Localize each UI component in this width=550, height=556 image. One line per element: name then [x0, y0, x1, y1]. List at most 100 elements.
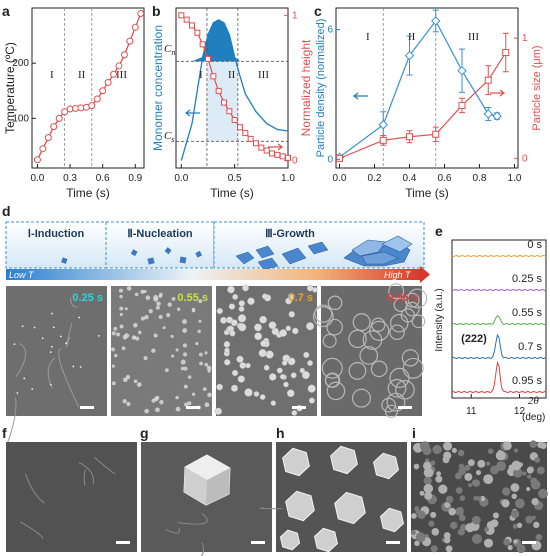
sem-image-055: [111, 286, 212, 416]
scale-bar: [386, 541, 400, 544]
sem-grain: [465, 523, 475, 533]
sem-grain: [526, 486, 531, 492]
temperature-point: [131, 23, 139, 31]
temperature-point: [110, 70, 118, 78]
stage-nucleation-box: [105, 221, 215, 269]
panel-label-i: i: [412, 425, 416, 441]
sem-grain: [468, 483, 473, 488]
sem-particle: [206, 365, 212, 371]
chart-e-frame: [451, 239, 547, 399]
surface-wrinkle: [6, 397, 17, 445]
chart-c-phase-3: III: [468, 31, 479, 43]
xrd-series-label: 0 s: [527, 239, 542, 251]
sem-grain: [526, 474, 532, 479]
sem-cell: [401, 349, 420, 367]
sem-grain: [513, 448, 519, 453]
chart-a-ylabel: Temperature (ºC): [3, 42, 17, 134]
chart-c-ylabel-left: Particle density (normalized): [315, 19, 327, 158]
sem-particle: [259, 394, 266, 400]
panel-label-a: a: [2, 3, 10, 19]
sem-particle: [119, 324, 124, 329]
sem-grain: [483, 538, 494, 548]
surface-wrinkle: [69, 297, 78, 308]
size-point: [379, 136, 387, 144]
sem-particle: [180, 366, 185, 371]
sem-particle: [239, 362, 247, 369]
xrd-series-label: 0.7 s: [518, 341, 542, 353]
chart-b-phase-3: III: [258, 69, 269, 81]
sem-particle: [270, 400, 277, 406]
temperature-point: [120, 51, 128, 59]
panel-label-g: g: [140, 425, 149, 441]
sem-particle: [124, 333, 130, 339]
schematic-d: Ⅰ-Induction Ⅱ-Nucleation Ⅲ-Growth Low T …: [5, 221, 430, 283]
hexagonal-crystal: [334, 491, 366, 525]
temperature-point: [88, 102, 96, 110]
sem-particle: [231, 369, 239, 377]
panel-label-b: b: [152, 3, 161, 19]
y-tick-label: 100: [12, 113, 29, 124]
sem-particle: [271, 327, 279, 336]
sem-time-label: 0.25 s: [72, 292, 103, 304]
sem-particle: [136, 382, 142, 387]
height-point: [199, 41, 206, 48]
nucleus-particle: [61, 257, 68, 264]
sem-cell: [371, 317, 386, 333]
sem-grain: [436, 471, 442, 477]
sem-cell: [352, 313, 371, 332]
chart-b-cs-label: Cs: [164, 130, 174, 144]
sem-grain: [530, 479, 541, 490]
chart-e: 0 s 0.25 s 0.55 s 0.7 s 0.95 s 11 12 (222) In…: [434, 239, 547, 423]
chart-e-ylabel: Intensity (a.u.): [434, 288, 445, 351]
sem-grain: [448, 507, 457, 516]
scale-bar: [186, 406, 200, 409]
chart-b: 0.0 0.5 1.0 0 1 Cn Cs I II III Time (s) Mon…: [151, 7, 313, 200]
sem-particle: [135, 336, 140, 341]
sem-particle: [171, 354, 175, 358]
x-tick-label: 11: [466, 406, 477, 417]
sem-image-025: [6, 286, 107, 416]
sem-particle: [143, 289, 147, 294]
chart-a-frame: [31, 7, 145, 169]
sem-particle: [78, 316, 81, 319]
density-point: [431, 16, 441, 26]
temperature-point: [39, 145, 47, 153]
sem-particle: [134, 292, 139, 297]
sem-grain: [513, 539, 518, 544]
sem-particle: [307, 360, 313, 366]
sem-particle: [232, 293, 239, 300]
sem-particle: [224, 359, 231, 366]
chart-c-ylabel-right: Particle size (μm): [531, 45, 543, 130]
sem-particle: [198, 319, 202, 323]
chart-a-phase-3: III: [116, 69, 127, 81]
sem-particle: [33, 326, 36, 329]
large-crystal: [343, 235, 413, 267]
sem-particle: [197, 329, 201, 334]
scale-bar: [398, 406, 412, 409]
height-point: [237, 124, 243, 131]
height-point: [221, 99, 227, 106]
sem-particle: [126, 286, 132, 291]
chart-a-phase-1: I: [50, 69, 54, 81]
surface-wrinkle: [20, 521, 44, 540]
chart-c-right-arrow-icon: [490, 89, 505, 97]
sem-particle: [164, 368, 169, 373]
sem-grain: [443, 451, 452, 460]
sem-particle: [245, 362, 251, 369]
stage-growth-label: Ⅲ-Growth: [265, 228, 315, 240]
sem-particle: [182, 343, 187, 348]
sem-particle: [153, 295, 159, 300]
sem-particle: [155, 305, 160, 310]
sem-particle: [167, 302, 172, 307]
sem-particle: [133, 379, 138, 384]
sem-grain: [485, 461, 491, 466]
sem-particle: [79, 366, 82, 368]
sem-particle: [187, 401, 192, 406]
sem-grain: [423, 483, 434, 494]
sem-grain: [443, 536, 451, 544]
surface-wrinkle: [94, 456, 116, 475]
sem-particle: [113, 326, 118, 331]
sem-grain: [476, 496, 482, 502]
sem-grain: [443, 532, 451, 540]
sem-grain: [483, 474, 494, 485]
